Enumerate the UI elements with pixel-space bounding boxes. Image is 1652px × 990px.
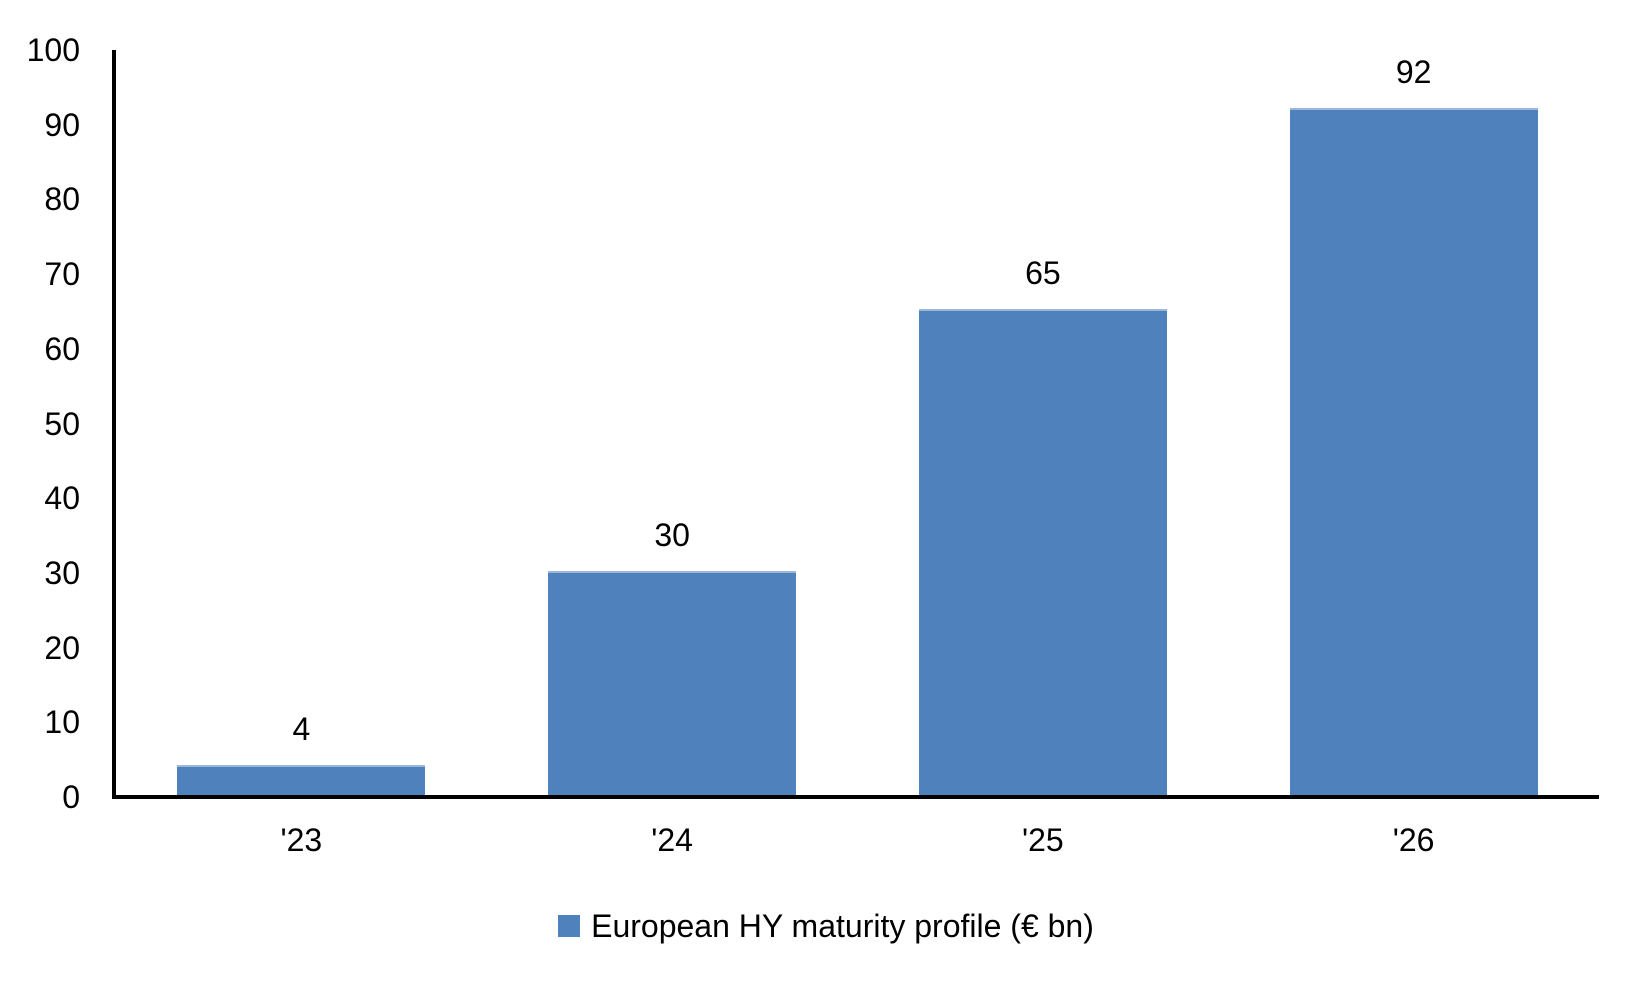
- y-axis-line: [112, 50, 116, 799]
- x-axis-line: [112, 795, 1599, 799]
- x-tick-label: '26: [1392, 822, 1435, 858]
- bar-26: [1289, 108, 1538, 795]
- y-tick-label: 40: [44, 480, 80, 517]
- legend-label: European HY maturity profile (€ bn): [591, 907, 1094, 944]
- y-tick-label: 60: [44, 330, 80, 367]
- y-tick-label: 20: [44, 629, 80, 666]
- legend-swatch: [558, 915, 581, 937]
- y-tick-label: 50: [44, 405, 80, 442]
- bar-25: [918, 309, 1167, 795]
- legend: European HY maturity profile (€ bn): [0, 904, 1652, 948]
- bar-value-label: 92: [1395, 54, 1432, 90]
- y-tick-label: 70: [44, 256, 80, 293]
- bar-value-label: 4: [292, 711, 311, 747]
- y-tick-label: 90: [44, 106, 80, 143]
- bar-value-label: 30: [654, 517, 690, 553]
- bar-24: [548, 571, 797, 795]
- y-tick-label: 100: [26, 32, 80, 68]
- y-tick-label: 30: [44, 554, 80, 591]
- y-tick-label: 80: [44, 181, 80, 218]
- x-tick-label: '23: [280, 822, 323, 858]
- bar-23: [177, 765, 426, 795]
- bar-value-label: 65: [1025, 255, 1061, 291]
- x-tick-label: '24: [651, 822, 693, 858]
- y-tick-label: 0: [62, 779, 80, 815]
- x-tick-label: '25: [1022, 822, 1064, 858]
- y-tick-label: 10: [44, 704, 80, 741]
